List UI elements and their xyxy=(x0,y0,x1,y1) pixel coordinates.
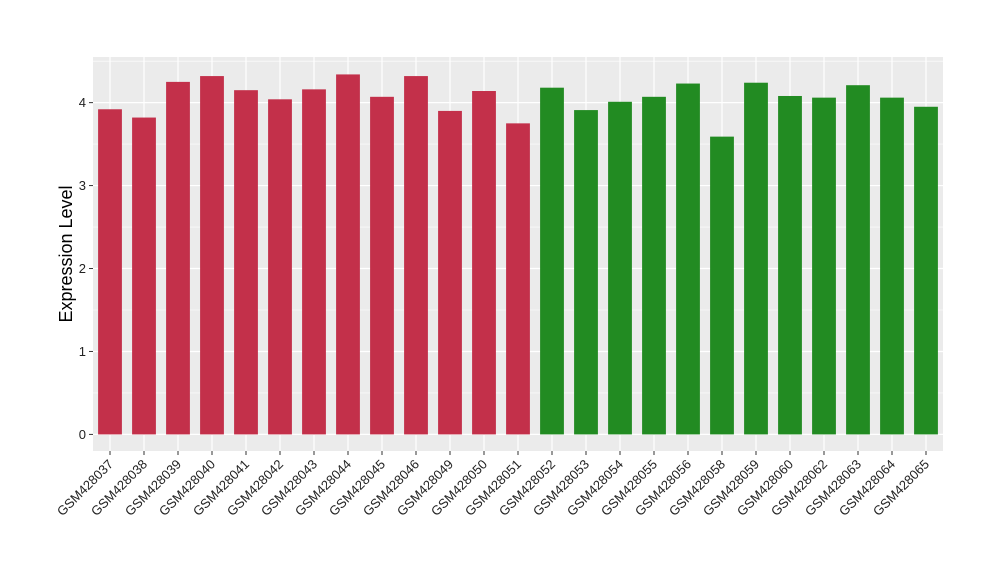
bar-GSM428043 xyxy=(302,89,326,435)
bar-GSM428053 xyxy=(574,110,598,435)
y-tick-label: 3 xyxy=(79,178,86,193)
bar-GSM428049 xyxy=(438,110,462,435)
y-tick-label: 0 xyxy=(79,427,86,442)
bar-GSM428063 xyxy=(846,85,870,435)
y-tick-label: 4 xyxy=(79,95,86,110)
bar-GSM428045 xyxy=(370,96,394,435)
bar-GSM428050 xyxy=(472,91,496,435)
bar-GSM428065 xyxy=(914,106,938,435)
bar-GSM428039 xyxy=(166,81,190,435)
bar-GSM428051 xyxy=(506,123,530,435)
bar-GSM428055 xyxy=(642,96,666,435)
bar-GSM428058 xyxy=(710,136,734,435)
bar-GSM428044 xyxy=(336,74,360,435)
bar-GSM428041 xyxy=(234,90,258,435)
y-axis-ticks: 0 1 2 3 4 xyxy=(79,95,93,442)
bar-GSM428040 xyxy=(200,76,224,435)
y-axis-label: Expression Level xyxy=(56,185,76,322)
x-axis-ticks: GSM428037GSM428038GSM428039GSM428040GSM4… xyxy=(54,451,932,519)
y-tick-label: 2 xyxy=(79,261,86,276)
bar-GSM428038 xyxy=(132,117,156,435)
bar-GSM428054 xyxy=(608,101,632,435)
bar-GSM428037 xyxy=(98,109,122,435)
bar-GSM428042 xyxy=(268,99,292,435)
bar-GSM428059 xyxy=(744,82,768,435)
bars xyxy=(98,74,938,435)
bar-GSM428056 xyxy=(676,83,700,435)
bar-GSM428064 xyxy=(880,97,904,435)
y-tick-label: 1 xyxy=(79,344,86,359)
bar-GSM428060 xyxy=(778,95,802,435)
bar-GSM428052 xyxy=(540,87,564,435)
bar-GSM428062 xyxy=(812,97,836,435)
bar-GSM428046 xyxy=(404,76,428,435)
